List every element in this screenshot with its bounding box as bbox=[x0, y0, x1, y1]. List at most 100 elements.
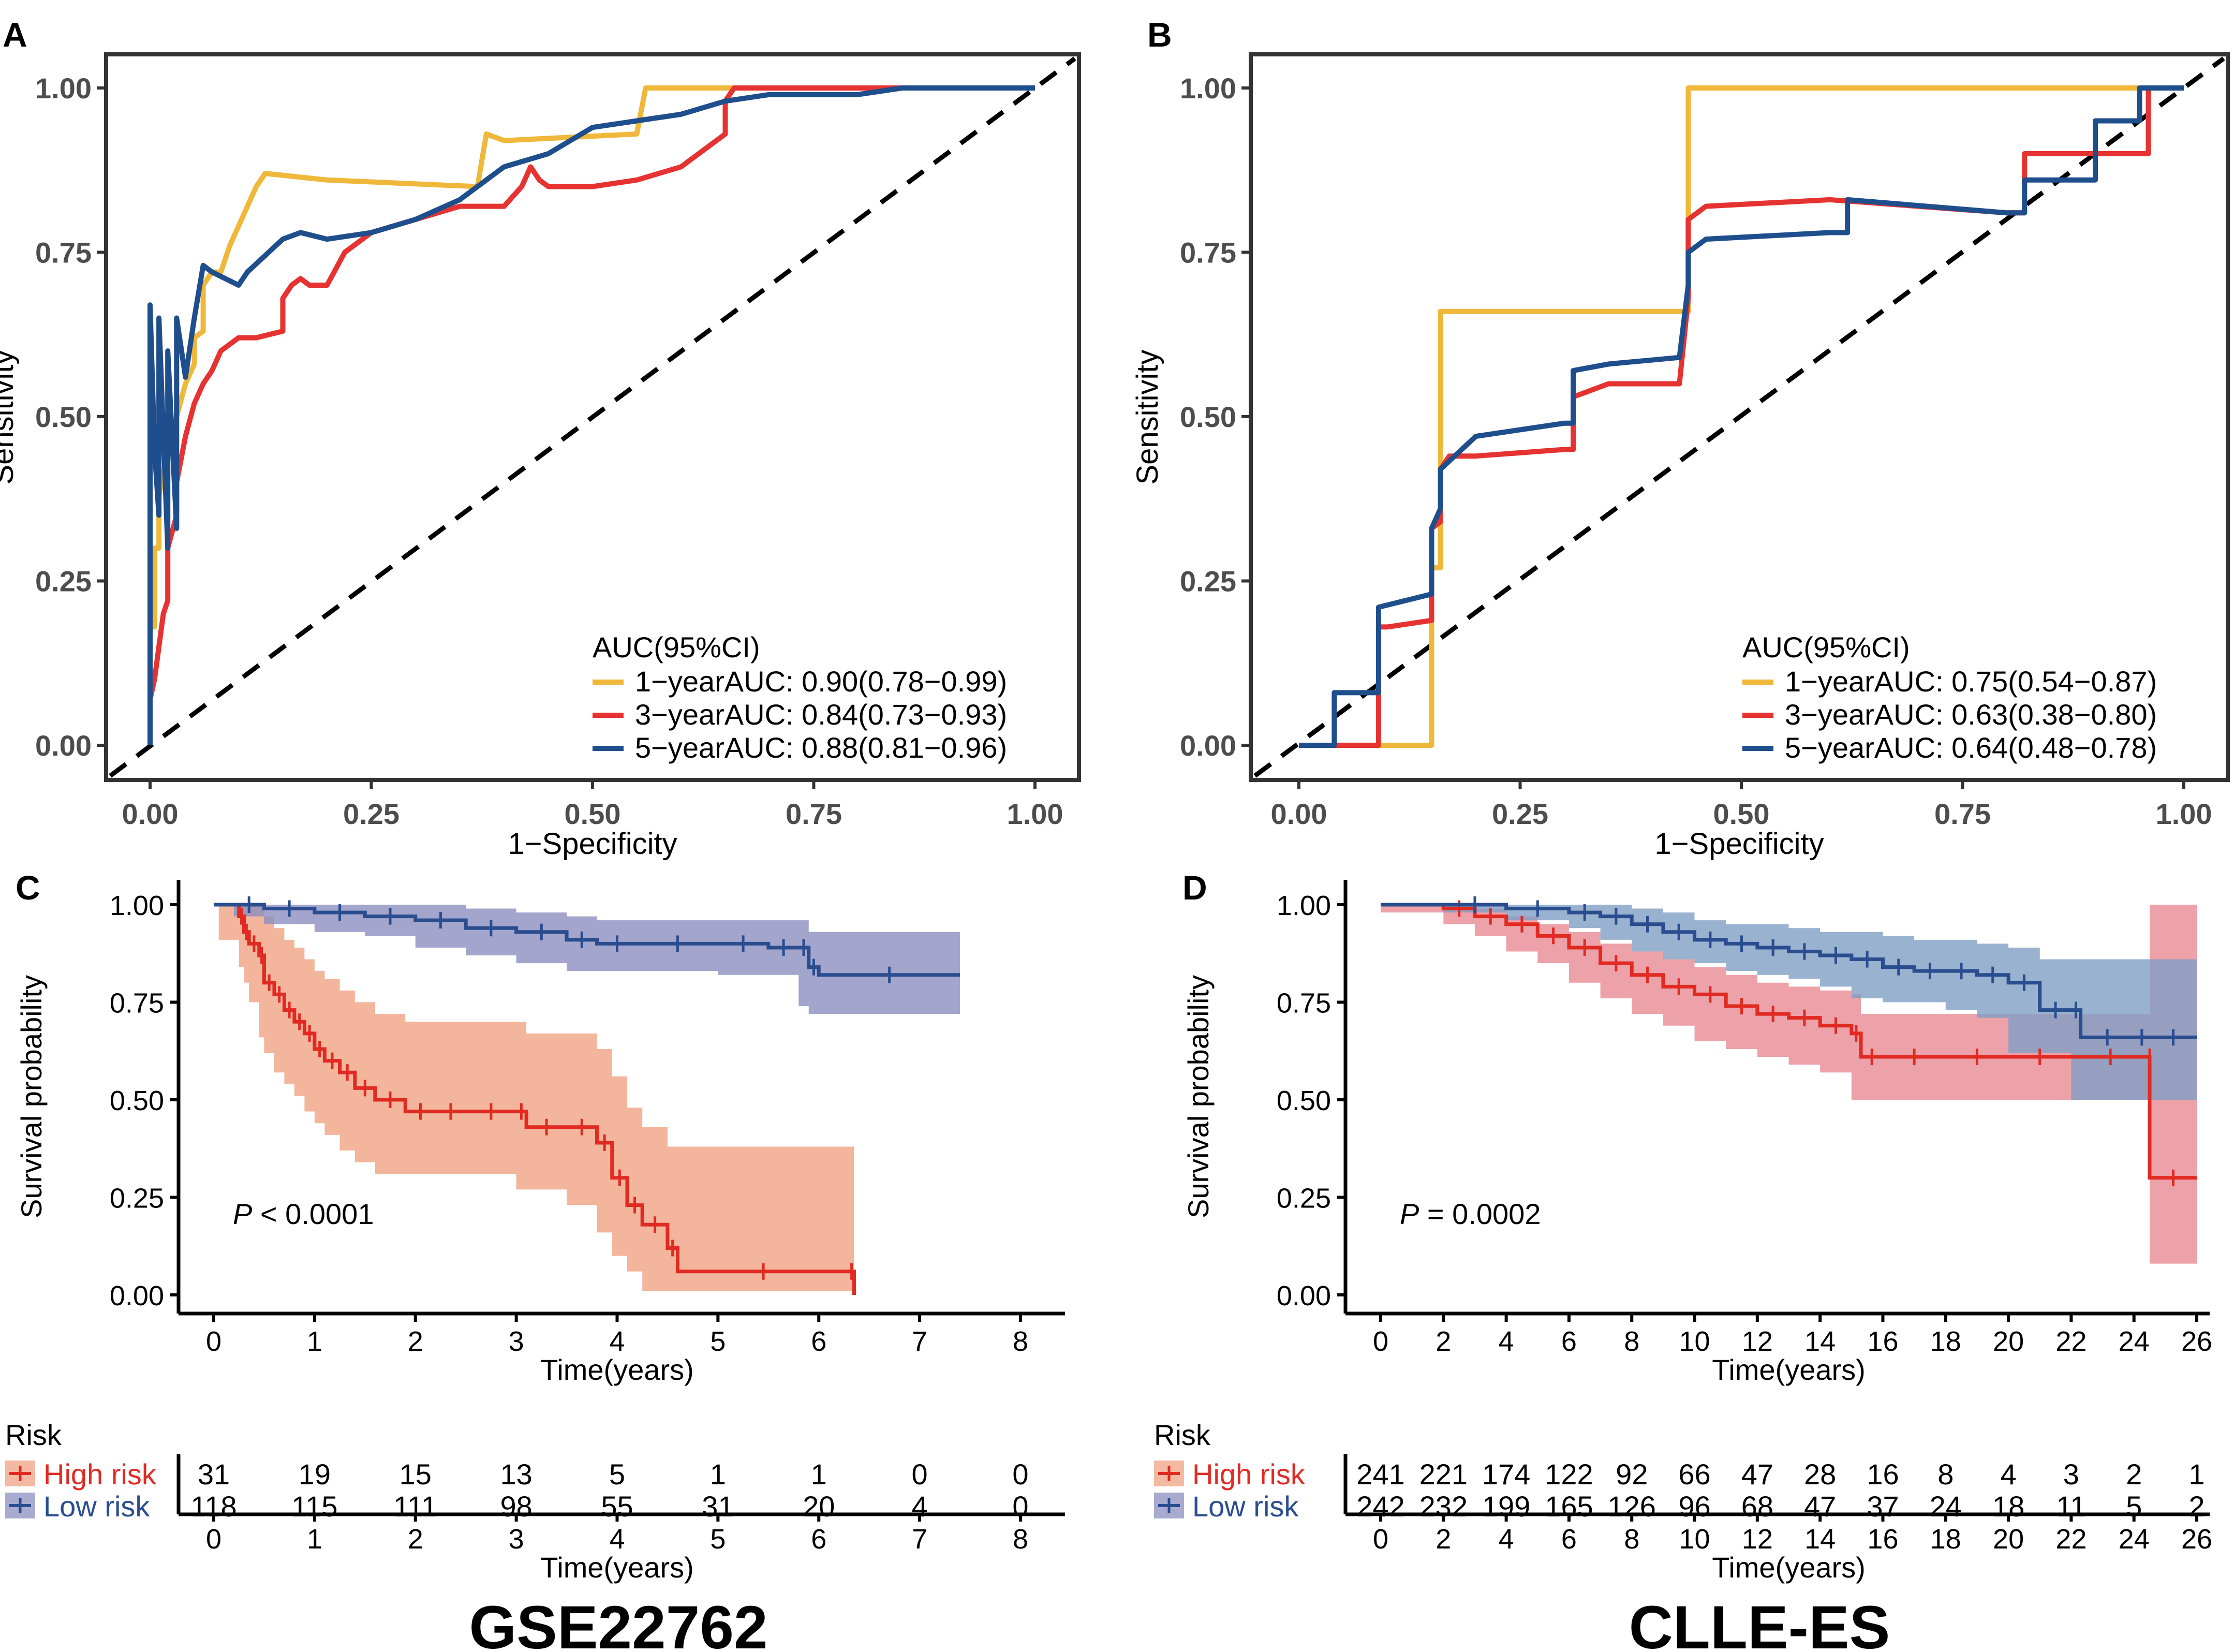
roc-curve-1-year bbox=[1299, 85, 2184, 748]
x-tick-label: 12 bbox=[1742, 1326, 1773, 1357]
panel-C: C 0.00 0.25 0.50 0.75 1.00 0 1 2 3 4 5 6 7 8 Time(years… bbox=[5, 868, 1065, 1652]
risk-count: 92 bbox=[1616, 1458, 1648, 1491]
risk-count: 221 bbox=[1419, 1458, 1468, 1491]
risk-count: 5 bbox=[609, 1458, 625, 1491]
risk-count: 16 bbox=[1867, 1458, 1899, 1491]
risk-count: 0 bbox=[1012, 1458, 1028, 1491]
confidence-band-High risk bbox=[1381, 905, 2197, 1264]
risk-count: 19 bbox=[299, 1458, 331, 1491]
y-tick-label: 0.00 bbox=[35, 729, 92, 762]
x-tick-label: 8 bbox=[1013, 1326, 1028, 1357]
panel-letter: D bbox=[1182, 868, 1207, 907]
y-tick-label: 0.75 bbox=[1277, 988, 1331, 1019]
risk-count: 2 bbox=[2126, 1458, 2142, 1491]
risk-count: 1 bbox=[811, 1458, 827, 1491]
p-value-symbol: P bbox=[1400, 1198, 1419, 1230]
legend-label: 3−yearAUC: 0.63(0.38−0.80) bbox=[1785, 698, 2157, 731]
legend-label: 1−yearAUC: 0.90(0.78−0.99) bbox=[635, 665, 1007, 698]
risk-x-axis-label: Time(years) bbox=[540, 1551, 694, 1584]
risk-x-tick-label: 6 bbox=[1561, 1524, 1577, 1555]
risk-x-tick-label: 14 bbox=[1804, 1524, 1836, 1555]
risk-x-tick-label: 1 bbox=[307, 1524, 322, 1555]
x-tick-label: 0.25 bbox=[1492, 798, 1548, 830]
risk-x-tick-label: 8 bbox=[1013, 1524, 1028, 1555]
panel-letter: C bbox=[16, 868, 40, 907]
x-tick-label: 1.00 bbox=[2156, 798, 2212, 830]
x-tick-label: 2 bbox=[1436, 1326, 1451, 1357]
p-value: P < 0.0001 bbox=[233, 1198, 374, 1230]
y-tick-label: 0.50 bbox=[1180, 401, 1236, 433]
risk-x-axis-label: Time(years) bbox=[1712, 1551, 1866, 1584]
x-tick-label: 18 bbox=[1930, 1326, 1961, 1357]
risk-group-label: High risk bbox=[1192, 1458, 1306, 1491]
risk-count: 1 bbox=[2188, 1458, 2205, 1491]
x-tick-label: 14 bbox=[1804, 1326, 1836, 1357]
x-tick-label: 0.75 bbox=[1934, 798, 1991, 830]
risk-group-label: Low risk bbox=[43, 1490, 150, 1523]
risk-x-tick-label: 4 bbox=[1499, 1524, 1514, 1555]
x-tick-label: 16 bbox=[1867, 1326, 1898, 1357]
risk-x-tick-label: 5 bbox=[710, 1524, 726, 1555]
risk-x-tick-label: 8 bbox=[1624, 1524, 1639, 1555]
y-tick-label: 1.00 bbox=[110, 890, 164, 921]
roc-curve-5-year bbox=[1299, 85, 2184, 748]
legend-title: AUC(95%CI) bbox=[1742, 631, 1910, 663]
legend-label: 5−yearAUC: 0.88(0.81−0.96) bbox=[635, 731, 1007, 764]
x-tick-label: 8 bbox=[1624, 1326, 1639, 1357]
risk-x-tick-label: 26 bbox=[2181, 1524, 2212, 1555]
risk-count: 174 bbox=[1482, 1458, 1530, 1491]
confidence-band-High risk bbox=[218, 905, 854, 1291]
risk-table-title: Risk bbox=[1154, 1419, 1211, 1451]
risk-x-tick-label: 18 bbox=[1930, 1524, 1961, 1555]
panel-B: B 0.00 0.00 0.25 0.25 0.50 0.50 0.75 0.75 1.00 1.0… bbox=[1131, 16, 2230, 861]
x-tick-label: 4 bbox=[1499, 1326, 1514, 1357]
risk-group-label: High risk bbox=[43, 1458, 157, 1491]
risk-count: 241 bbox=[1356, 1458, 1404, 1491]
p-value: P = 0.0002 bbox=[1400, 1198, 1541, 1230]
y-tick-label: 0.00 bbox=[110, 1280, 164, 1311]
risk-x-tick-label: 7 bbox=[912, 1524, 927, 1555]
y-tick-label: 0.75 bbox=[110, 988, 164, 1019]
y-tick-label: 0.25 bbox=[110, 1183, 164, 1214]
y-tick-label: 0.25 bbox=[1277, 1183, 1331, 1214]
risk-count: 15 bbox=[400, 1458, 432, 1491]
x-axis-label: 1−Specificity bbox=[1654, 827, 1824, 861]
y-tick-label: 0.25 bbox=[35, 565, 92, 598]
panel-letter: A bbox=[3, 16, 27, 54]
risk-count: 31 bbox=[198, 1458, 230, 1491]
dataset-title: GSE22762 bbox=[469, 1594, 767, 1652]
y-tick-label: 0.50 bbox=[110, 1085, 164, 1116]
confidence-band-Low risk bbox=[1381, 905, 2197, 1100]
risk-count: 8 bbox=[1937, 1458, 1954, 1491]
y-axis-label: Sensitivity bbox=[0, 349, 20, 484]
y-tick-label: 0.75 bbox=[35, 237, 92, 269]
risk-group-label: Low risk bbox=[1192, 1490, 1299, 1523]
risk-count: 1 bbox=[710, 1458, 726, 1491]
y-axis-label: Survival probability bbox=[1182, 975, 1215, 1218]
x-tick-label: 0.00 bbox=[122, 798, 179, 830]
x-tick-label: 0 bbox=[206, 1326, 221, 1357]
x-tick-label: 0.50 bbox=[1713, 798, 1770, 830]
x-tick-label: 6 bbox=[1561, 1326, 1577, 1357]
risk-count: 28 bbox=[1804, 1458, 1836, 1491]
y-tick-label: 0.00 bbox=[1277, 1280, 1331, 1311]
x-tick-label: 6 bbox=[811, 1326, 826, 1357]
legend-label: 3−yearAUC: 0.84(0.73−0.93) bbox=[635, 698, 1007, 731]
y-tick-label: 0.25 bbox=[1180, 565, 1236, 598]
risk-count: 13 bbox=[500, 1458, 532, 1491]
panel-A: A 0.00 0.00 0.25 0.25 0.50 0.50 0.75 0.75 1.00 1.0… bbox=[0, 16, 1081, 861]
x-tick-label: 0 bbox=[1373, 1326, 1388, 1357]
x-tick-label: 24 bbox=[2119, 1326, 2150, 1357]
risk-x-tick-label: 0 bbox=[1373, 1524, 1388, 1555]
y-axis-label: Sensitivity bbox=[1131, 349, 1164, 484]
y-tick-label: 1.00 bbox=[35, 72, 92, 105]
risk-x-tick-label: 6 bbox=[811, 1524, 826, 1555]
x-tick-label: 1 bbox=[307, 1326, 322, 1357]
x-tick-label: 1.00 bbox=[1007, 798, 1063, 830]
risk-count: 47 bbox=[1741, 1458, 1773, 1491]
p-value-text: < 0.0001 bbox=[252, 1198, 374, 1230]
x-tick-label: 2 bbox=[408, 1326, 423, 1357]
